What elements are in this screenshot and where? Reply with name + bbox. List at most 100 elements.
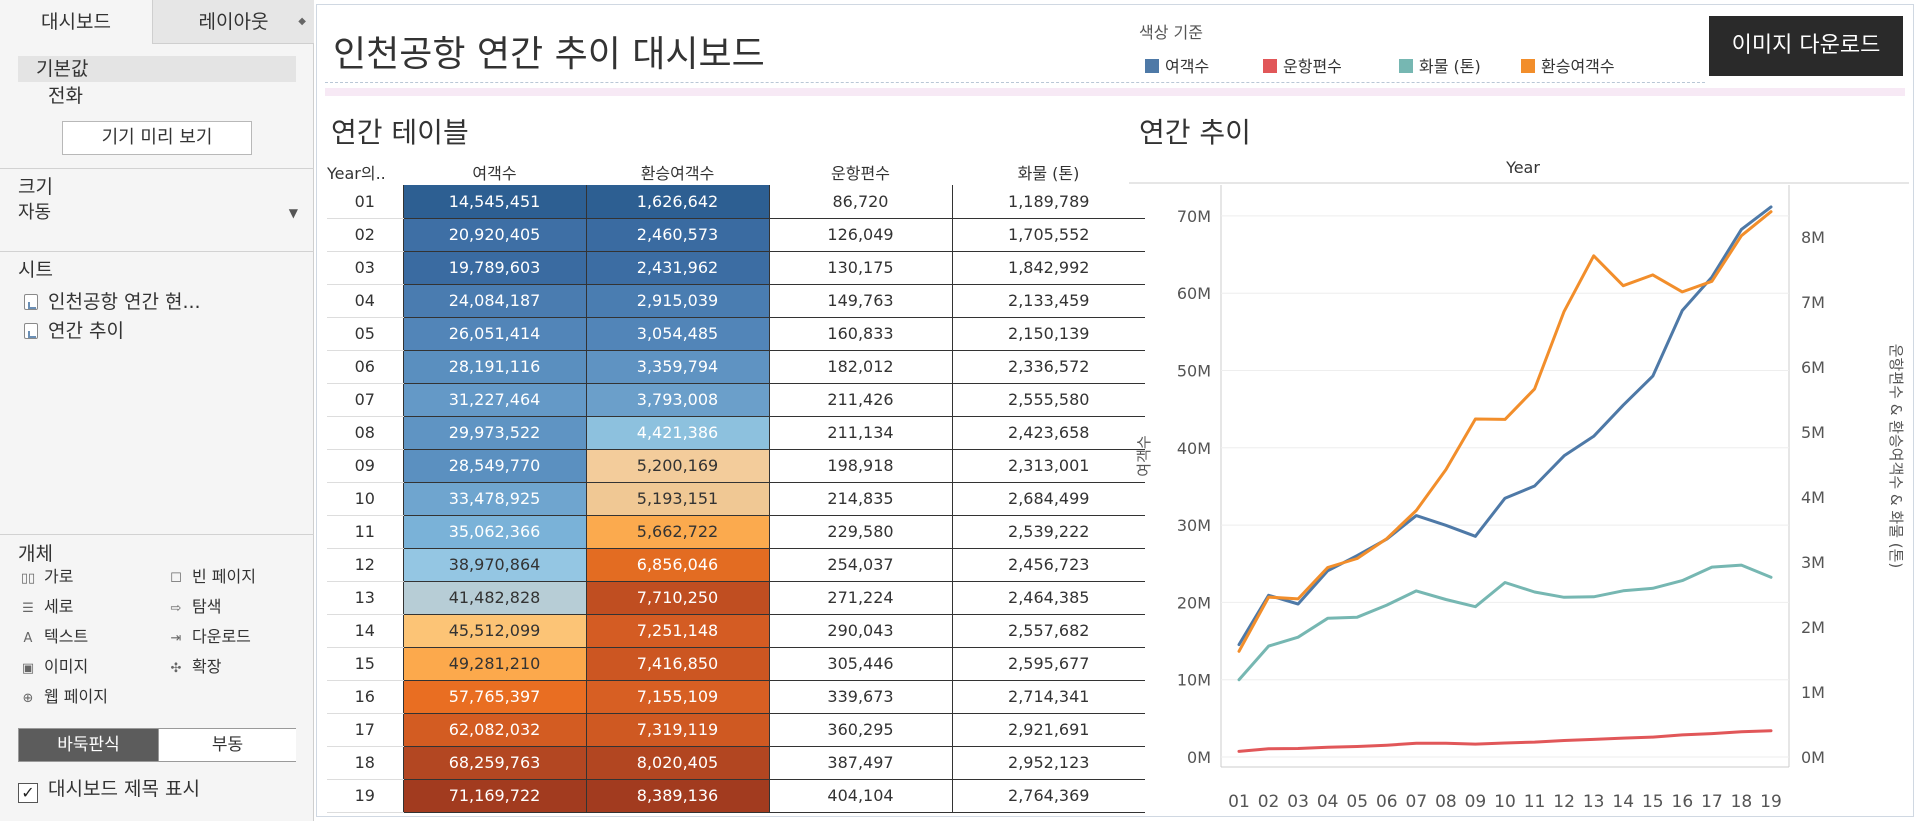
x-tick-label: 01 <box>1228 792 1250 812</box>
device-preview-button[interactable]: 기기 미리 보기 <box>62 121 252 155</box>
object-vertical[interactable]: ☰ 세로 <box>18 595 73 619</box>
table-row[interactable]: 03 19,789,603 2,431,962 130,175 1,842,992 <box>327 251 1145 285</box>
table-row[interactable]: 15 49,281,210 7,416,850 305,446 2,595,677 <box>327 647 1145 681</box>
vertical-container-icon: ☰ <box>22 601 34 616</box>
worksheet-icon <box>24 294 38 310</box>
floating-button[interactable]: 부동 <box>158 729 296 761</box>
table-cell-passengers: 20,920,405 <box>402 218 587 252</box>
table-cell-year: 05 <box>327 317 403 351</box>
size-dropdown[interactable]: 자동 ▼ <box>18 200 298 226</box>
trend-line-chart[interactable]: Year 0M 10M 20M 30M 40M 50M 60M 70M 0M 1M 2M 3M 4M 5M 6… <box>1129 155 1909 817</box>
table-row[interactable]: 05 26,051,414 3,054,485 160,833 2,150,139 <box>327 317 1145 351</box>
table-cell-passengers: 19,789,603 <box>402 251 587 285</box>
object-blank[interactable]: ☐ 빈 페이지 <box>166 565 256 589</box>
table-cell-cargo: 1,842,992 <box>952 251 1145 285</box>
table-row[interactable]: 09 28,549,770 5,200,169 198,918 2,313,001 <box>327 449 1145 483</box>
column-header-cargo[interactable]: 화물 (톤) <box>1017 164 1080 183</box>
table-row[interactable]: 13 41,482,828 7,710,250 271,224 2,464,385 <box>327 581 1145 615</box>
x-tick-label: 11 <box>1524 792 1546 812</box>
y-right-tick-label: 2M <box>1801 618 1825 637</box>
table-cell-cargo: 2,464,385 <box>952 581 1145 615</box>
tab-layout-label: 레이아웃 <box>198 11 269 33</box>
object-extension[interactable]: ✣ 확장 <box>166 655 222 679</box>
table-cell-transfer: 5,662,722 <box>585 515 770 549</box>
divider <box>0 534 314 535</box>
text-icon: A <box>23 631 33 646</box>
legend-item-flights[interactable]: 운항편수 <box>1263 53 1342 77</box>
table-row[interactable]: 12 38,970,864 6,856,046 254,037 2,456,723 <box>327 548 1145 582</box>
table-row[interactable]: 07 31,227,464 3,793,008 211,426 2,555,580 <box>327 383 1145 417</box>
object-text[interactable]: A 텍스트 <box>18 625 89 649</box>
tiled-button[interactable]: 바둑판식 <box>19 729 158 761</box>
table-row[interactable]: 06 28,191,116 3,359,794 182,012 2,336,572 <box>327 350 1145 384</box>
table-cell-year: 03 <box>327 251 403 285</box>
dashboard-title: 인천공항 연간 추이 대시보드 <box>333 34 765 75</box>
chevron-down-icon: ▼ <box>288 206 298 220</box>
device-default[interactable]: 기본값 <box>18 56 296 82</box>
table-row[interactable]: 04 24,084,187 2,915,039 149,763 2,133,459 <box>327 284 1145 318</box>
object-navigation[interactable]: ⇨ 탐색 <box>166 595 222 619</box>
table-cell-transfer: 8,020,405 <box>585 746 770 780</box>
table-cell-cargo: 2,921,691 <box>952 713 1145 747</box>
table-cell-flights: 404,104 <box>769 779 953 813</box>
sheet-item[interactable]: 연간 추이 <box>24 317 124 345</box>
show-title-label: 대시보드 제목 표시 <box>48 778 200 800</box>
table-row[interactable]: 01 14,545,451 1,626,642 86,720 1,189,789 <box>327 185 1145 219</box>
image-download-button[interactable]: 이미지 다운로드 <box>1709 16 1903 76</box>
sheets-section-title: 시트 <box>18 259 53 281</box>
table-row[interactable]: 02 20,920,405 2,460,573 126,049 1,705,552 <box>327 218 1145 252</box>
table-cell-transfer: 2,431,962 <box>585 251 770 285</box>
table-row[interactable]: 10 33,478,925 5,193,151 214,835 2,684,499 <box>327 482 1145 516</box>
table-cell-cargo: 1,705,552 <box>952 218 1145 252</box>
table-row[interactable]: 16 57,765,397 7,155,109 339,673 2,714,341 <box>327 680 1145 714</box>
table-row[interactable]: 19 71,169,722 8,389,136 404,104 2,764,369 <box>327 779 1145 813</box>
annual-table: Year의.. 여객수 환승여객수 운항편수 화물 (톤) 01 14,545,4… <box>327 159 1145 813</box>
table-cell-passengers: 35,062,366 <box>402 515 587 549</box>
tab-dashboard[interactable]: 대시보드 <box>0 0 152 44</box>
table-cell-year: 12 <box>327 548 403 582</box>
table-cell-year: 17 <box>327 713 403 747</box>
sheet-item[interactable]: 인천공항 연간 현... <box>24 288 201 316</box>
extension-icon: ✣ <box>170 661 182 676</box>
tab-layout[interactable]: 레이아웃 ◆ <box>152 0 314 44</box>
x-tick-label: 13 <box>1583 792 1605 812</box>
legend-item-passengers[interactable]: 여객수 <box>1145 53 1209 77</box>
column-header-passengers[interactable]: 여객수 <box>472 164 517 183</box>
table-cell-transfer: 6,856,046 <box>585 548 770 582</box>
object-horizontal[interactable]: ▯▯ 가로 <box>18 565 74 589</box>
table-row[interactable]: 14 45,512,099 7,251,148 290,043 2,557,682 <box>327 614 1145 648</box>
legend-label: 여객수 <box>1165 57 1210 76</box>
table-cell-year: 19 <box>327 779 403 813</box>
object-web-page[interactable]: ⊕ 웹 페이지 <box>18 685 108 709</box>
series-line-flights <box>1237 729 1773 753</box>
object-image[interactable]: ▣ 이미지 <box>18 655 88 679</box>
spacer-band <box>325 88 1905 96</box>
table-row[interactable]: 11 35,062,366 5,662,722 229,580 2,539,222 <box>327 515 1145 549</box>
table-cell-cargo: 2,423,658 <box>952 416 1145 450</box>
table-cell-cargo: 2,595,677 <box>952 647 1145 681</box>
column-header-transfer[interactable]: 환승여객수 <box>640 164 715 183</box>
legend-item-transfer[interactable]: 환승여객수 <box>1521 53 1615 77</box>
legend-item-cargo[interactable]: 화물 (톤) <box>1399 53 1481 77</box>
device-phone[interactable]: 전화 <box>48 85 83 107</box>
x-tick-label: 19 <box>1760 792 1782 812</box>
table-cell-transfer: 5,200,169 <box>585 449 770 483</box>
column-header-flights[interactable]: 운항편수 <box>831 164 890 183</box>
column-header-year[interactable]: Year의.. <box>327 164 386 183</box>
table-row[interactable]: 08 29,973,522 4,421,386 211,134 2,423,658 <box>327 416 1145 450</box>
table-cell-passengers: 71,169,722 <box>402 779 587 813</box>
table-cell-cargo: 2,557,682 <box>952 614 1145 648</box>
legend-title: 색상 기준 <box>1139 23 1203 42</box>
table-row[interactable]: 18 68,259,763 8,020,405 387,497 2,952,123 <box>327 746 1145 780</box>
series-line-transfer <box>1237 210 1773 653</box>
table-cell-flights: 126,049 <box>769 218 953 252</box>
tab-overflow-icon[interactable]: ◆ <box>298 16 306 27</box>
y-left-axis-title: 여객수 <box>1135 435 1153 476</box>
table-cell-passengers: 24,084,187 <box>402 284 587 318</box>
table-row[interactable]: 17 62,082,032 7,319,119 360,295 2,921,691 <box>327 713 1145 747</box>
table-cell-transfer: 7,710,250 <box>585 581 770 615</box>
legend-label: 운항편수 <box>1283 57 1342 76</box>
size-section-title: 크기 <box>18 176 53 198</box>
object-download[interactable]: ⇥ 다운로드 <box>166 625 251 649</box>
show-title-checkbox[interactable]: ✓ 대시보드 제목 표시 <box>18 776 200 803</box>
